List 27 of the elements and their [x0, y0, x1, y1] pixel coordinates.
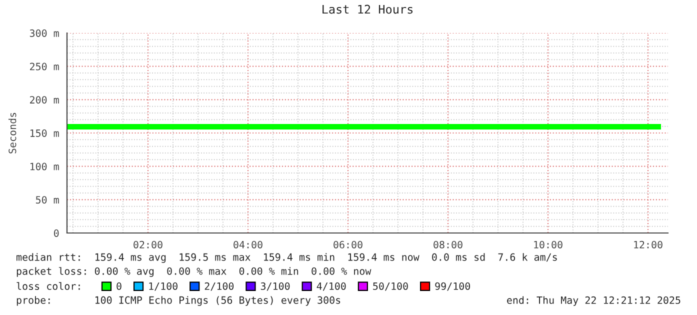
x-tick-label: 12:00 — [634, 240, 662, 248]
x-tick-label: 02:00 — [134, 240, 162, 248]
text: probe: 100 ICMP Echo Pings (56 Bytes) every 300s — [16, 296, 340, 306]
legend-label: 99/100 — [435, 282, 470, 291]
legend-label: 2/100 — [204, 282, 234, 291]
text: packet loss: 0.00 % avg 0.00 % max 0.00 % min 0.00 % now — [16, 267, 372, 277]
y-tick-label: 150 m — [30, 129, 59, 137]
y-tick-label: 0 — [54, 229, 59, 237]
x-tick-label: 10:00 — [534, 240, 562, 248]
x-tick-label: 08:00 — [434, 240, 462, 248]
legend-label: 3/100 — [260, 282, 290, 291]
y-tick-label: 50 m — [36, 196, 59, 204]
x-tick-label: 04:00 — [234, 240, 262, 248]
legend-label: 4/100 — [316, 282, 346, 291]
text: median rtt: 159.4 ms avg 159.5 ms max 159.4 ms min 159.4 ms now 0.0 ms sd 7.6 k am/s — [16, 253, 557, 263]
y-tick-label: 200 m — [30, 96, 59, 104]
y-tick-label: 100 m — [30, 162, 59, 170]
legend-label: 0 — [116, 282, 122, 290]
y-axis-title: Seconds — [8, 112, 16, 154]
chart-title: Last 12 Hours — [322, 4, 413, 14]
text: end: Thu May 22 12:21:12 2025 — [507, 296, 680, 306]
y-tick-label: 250 m — [30, 62, 59, 70]
y-tick-label: 300 m — [30, 29, 59, 37]
legend-title: loss color: — [16, 282, 80, 290]
legend-label: 50/100 — [373, 282, 408, 291]
legend-label: 1/100 — [149, 282, 178, 291]
x-tick-label: 06:00 — [334, 240, 362, 248]
